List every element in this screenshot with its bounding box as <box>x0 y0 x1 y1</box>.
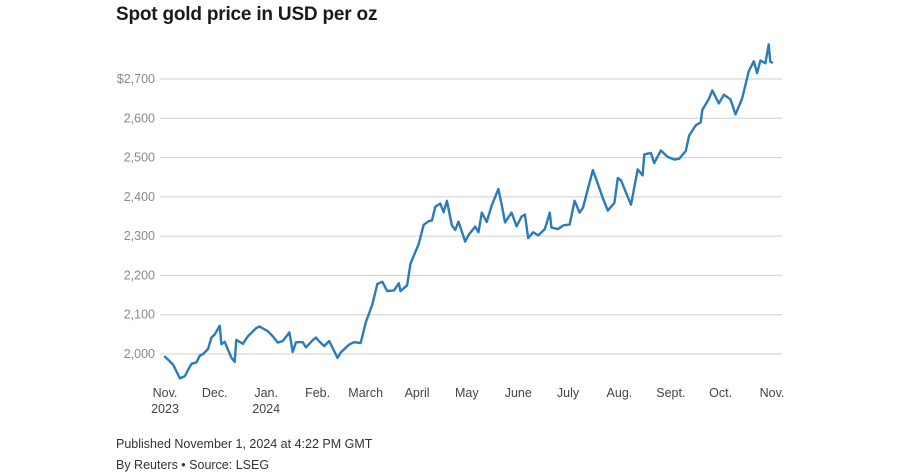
x-tick-label: July <box>557 386 580 400</box>
y-tick-label: 2,000 <box>124 347 155 361</box>
byline-source: By Reuters • Source: LSEG <box>116 458 270 472</box>
y-tick-label: 2,600 <box>124 111 155 125</box>
x-tick-label: April <box>405 386 430 400</box>
chart-title: Spot gold price in USD per oz <box>116 4 378 25</box>
x-tick-label: Nov. <box>153 386 178 400</box>
published-date: Published November 1, 2024 at 4:22 PM GM… <box>116 437 373 451</box>
y-axis-labels: 2,000 2,100 2,200 2,300 2,400 2,500 2,600 $2,70… <box>117 72 155 361</box>
gold-price-line <box>163 43 774 380</box>
x-tick-label: Oct. <box>709 386 732 400</box>
x-tick-label: May <box>455 386 479 400</box>
x-axis-labels: Nov. 2023 Dec. Jan. 2024 Feb. March April May Jun… <box>151 386 784 416</box>
x-tick-year-label: 2023 <box>151 402 179 416</box>
x-tick-label: Jan. <box>254 386 278 400</box>
x-tick-label: Dec. <box>202 386 228 400</box>
gridlines <box>160 78 782 355</box>
y-tick-label: 2,400 <box>124 190 155 204</box>
x-tick-year-label: 2024 <box>252 402 280 416</box>
y-tick-label: 2,500 <box>124 151 155 165</box>
y-tick-label: 2,100 <box>124 308 155 322</box>
x-tick-label: Aug. <box>607 386 633 400</box>
x-tick-label: Nov. <box>760 386 785 400</box>
y-tick-label: 2,300 <box>124 229 155 243</box>
y-tick-label: $2,700 <box>117 72 155 86</box>
x-tick-label: March <box>348 386 383 400</box>
x-tick-label: Sept. <box>656 386 685 400</box>
x-tick-label: Feb. <box>305 386 330 400</box>
x-tick-label: June <box>505 386 532 400</box>
y-tick-label: 2,200 <box>124 268 155 282</box>
